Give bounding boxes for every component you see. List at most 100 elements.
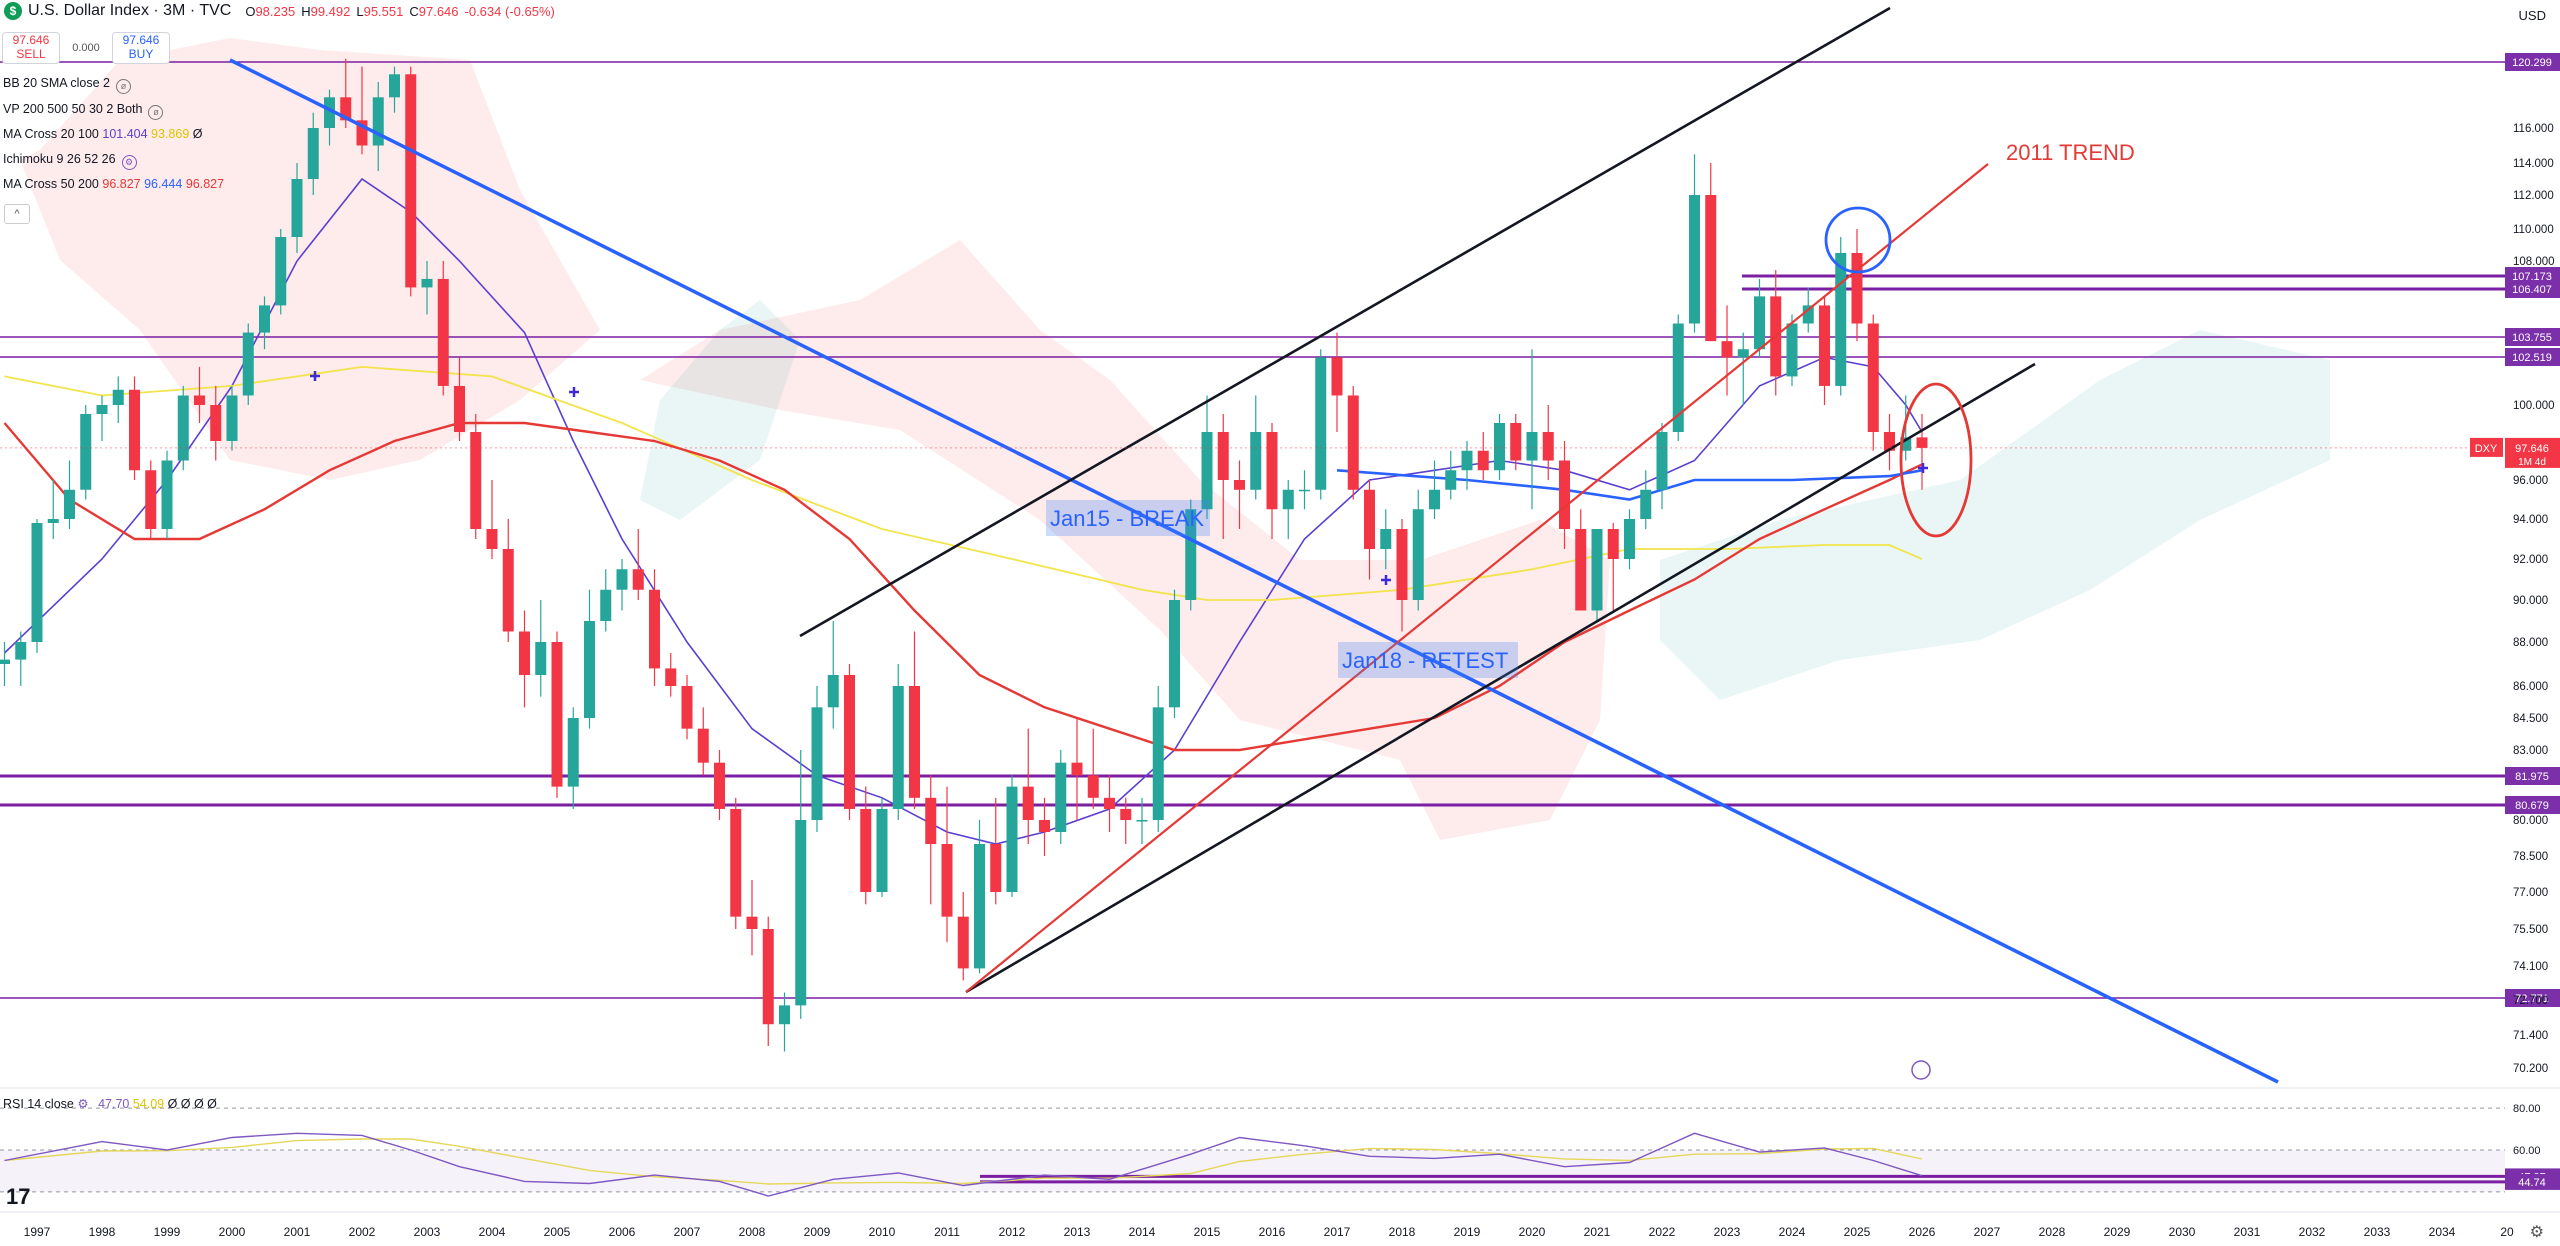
candle-body — [1006, 786, 1018, 892]
currency-label[interactable]: USD — [2518, 8, 2546, 23]
y-tick-label: 88.000 — [2513, 637, 2548, 649]
eye-hidden-icon[interactable]: ø — [116, 79, 132, 94]
price-tag-label: 97.646 — [2515, 443, 2549, 455]
high-value: H99.492 — [301, 3, 351, 19]
channel-upper-line — [799, 6, 1891, 638]
y-tick-label: 110.000 — [2513, 224, 2554, 236]
candle-body — [1152, 707, 1164, 820]
x-tick-label: 2015 — [1194, 1225, 1221, 1239]
x-tick-label: 2020 — [1519, 1225, 1546, 1239]
symbol-tag — [2470, 437, 2503, 457]
candle-body — [990, 844, 1002, 892]
x-tick-label: 2003 — [414, 1225, 441, 1239]
buy-button[interactable]: 97.646 BUY — [112, 32, 170, 64]
candle-body — [1689, 195, 1700, 324]
sell-price: 97.646 — [12, 33, 50, 47]
y-tick-label: 71.400 — [2513, 1030, 2548, 1042]
x-tick-label: 1998 — [89, 1225, 116, 1239]
cross-marker — [1381, 575, 1391, 585]
candle-body — [1039, 820, 1050, 832]
retest-label: Jan18 - RETEST — [1342, 648, 1508, 673]
trend-2011-label: 2011 TREND — [2006, 140, 2135, 165]
y-tick-label: 83.000 — [2513, 745, 2548, 757]
close-value: C97.646 — [409, 3, 459, 19]
open-value: O98.235 — [245, 3, 296, 19]
low-value: L95.551 — [356, 3, 404, 19]
y-tick-label: 74.100 — [2513, 961, 2548, 973]
ma-line — [3, 421, 1923, 752]
settings-icon[interactable]: ⚙ — [77, 1097, 89, 1111]
candle-body — [194, 395, 205, 405]
candle-body — [1071, 762, 1083, 776]
candle-body — [307, 128, 319, 179]
candle-body — [1835, 253, 1847, 386]
candle-body — [909, 686, 920, 798]
indicator-ma-cross-2[interactable]: MA Cross 50 200 96.827 96.444 96.827 — [3, 177, 225, 191]
y-tick-label: 114.000 — [2513, 158, 2554, 170]
candle-body — [551, 642, 563, 787]
candle-body — [64, 489, 75, 519]
candle-body — [470, 432, 482, 529]
level-tag-label: 120.299 — [2512, 57, 2552, 69]
candle-body — [1299, 489, 1310, 492]
indicator-rsi[interactable]: RSI 14 close ⚙ 47.70 54.09 Ø Ø Ø Ø — [3, 1097, 217, 1111]
candle-body — [1867, 323, 1879, 432]
x-tick-label: 2019 — [1454, 1225, 1481, 1239]
indicator-ichimoku[interactable]: Ichimoku 9 26 52 26 ⚙ — [3, 152, 137, 170]
level-tag — [2505, 767, 2560, 785]
rsi-tick-label: 44.74 — [2518, 1177, 2546, 1189]
y-tick-label: 72.700 — [2513, 995, 2548, 1007]
rsi-tick-label: 60.00 — [2513, 1145, 2541, 1157]
tradingview-logo-icon[interactable]: 17 — [6, 1184, 31, 1209]
candle-body — [1754, 296, 1765, 350]
level-tag-label: 106.407 — [2512, 284, 2552, 296]
candle-body — [340, 97, 352, 121]
x-tick-label: 2030 — [2169, 1225, 2196, 1239]
y-tick-label: 70.200 — [2513, 1063, 2548, 1075]
gear-icon[interactable]: ⚙ — [2529, 1224, 2544, 1241]
candle-body — [1347, 395, 1359, 490]
candle-body — [795, 820, 807, 1006]
x-tick-label: 2031 — [2234, 1225, 2261, 1239]
candle-body — [502, 549, 514, 632]
x-tick-label: 2001 — [284, 1225, 311, 1239]
indicator-ma-cross-1[interactable]: MA Cross 20 100 101.404 93.869 Ø — [3, 127, 203, 141]
candle-body — [177, 395, 189, 461]
candle-body — [665, 668, 677, 686]
candle-body — [15, 642, 27, 660]
settings-icon[interactable]: ⚙ — [121, 155, 137, 170]
candle-body — [1542, 432, 1554, 461]
level-tag — [2505, 989, 2560, 1007]
candle-body — [697, 728, 709, 763]
symbol-title[interactable]: U.S. Dollar Index · 3M · TVC — [28, 2, 232, 19]
candle-body — [1022, 786, 1034, 820]
indicator-vp[interactable]: VP 200 500 50 30 2 Both ø — [3, 102, 164, 120]
candle-body — [486, 529, 498, 549]
alert-icon — [1911, 1060, 1931, 1080]
x-tick-label: 2029 — [2104, 1225, 2131, 1239]
eye-hidden-icon[interactable]: ø — [148, 105, 164, 120]
y-tick-label: 96.000 — [2513, 475, 2548, 487]
candle-body — [1445, 470, 1457, 490]
x-tick-label: 2017 — [1324, 1225, 1351, 1239]
y-tick-label: 112.000 — [2513, 190, 2554, 202]
candle-body — [437, 278, 449, 386]
x-tick-label: 2022 — [1649, 1225, 1676, 1239]
cross-marker — [310, 371, 320, 381]
candle-body — [844, 675, 855, 809]
candle-body — [827, 675, 839, 708]
candle-body — [31, 523, 43, 642]
candle-body — [1380, 529, 1392, 549]
ichimoku-cloud-bullish — [640, 300, 800, 520]
candle-body — [1737, 349, 1749, 358]
sell-button[interactable]: 97.646 SELL — [2, 32, 60, 64]
candle-body — [1429, 489, 1440, 510]
x-tick-label: 2005 — [544, 1225, 571, 1239]
x-tick-label: 2013 — [1064, 1225, 1091, 1239]
candle-body — [47, 519, 59, 523]
candle-body — [1851, 253, 1863, 324]
ma-line — [1336, 469, 1923, 501]
collapse-legend-button[interactable]: ^ — [4, 204, 30, 224]
